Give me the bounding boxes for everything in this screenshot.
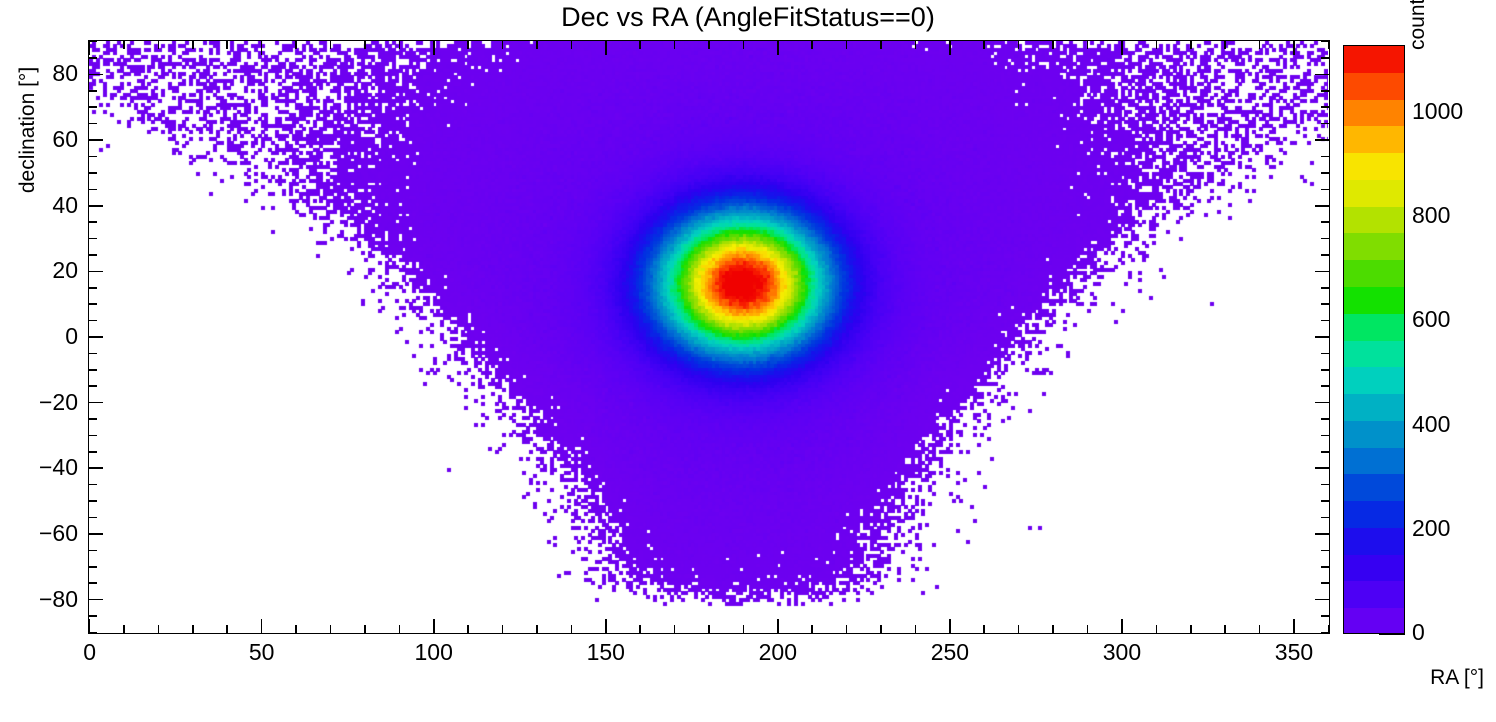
x-axis-label: 150 (586, 639, 625, 665)
histogram-frame[interactable] (88, 40, 1330, 634)
y-axis-label: −40 (38, 454, 78, 481)
colorbar-band (1344, 206, 1404, 235)
page-title: Dec vs RA (AngleFitStatus==0) (561, 2, 935, 32)
colorbar-title: count (1406, 0, 1429, 50)
colorbar-band (1344, 233, 1404, 261)
x-axis-label: 200 (758, 639, 797, 665)
colorbar-band (1344, 260, 1404, 288)
colorbar-band (1344, 46, 1404, 74)
x-axis-label: 0 (83, 639, 96, 665)
x-axis-title: RA [°] (1430, 666, 1484, 689)
x-axis-label: 100 (414, 639, 453, 665)
colorbar-label: 800 (1412, 202, 1451, 228)
colorbar-band (1344, 474, 1404, 502)
colorbar-band (1344, 72, 1404, 101)
y-axis-label: 20 (52, 257, 78, 284)
x-axis-label: 350 (1274, 639, 1314, 665)
y-axis-label: −80 (38, 585, 78, 612)
colorbar-label: 600 (1412, 306, 1451, 333)
y-axis-label: −60 (38, 519, 78, 546)
y-axis-title: declination [°] (16, 66, 39, 194)
colorbar-band (1344, 554, 1404, 583)
colorbar-label: 0 (1412, 619, 1425, 645)
colorbar-label: 200 (1412, 514, 1451, 541)
colorbar-band (1344, 313, 1404, 342)
colorbar-band (1344, 179, 1404, 208)
colorbar-label: 1000 (1412, 97, 1464, 124)
colorbar-band (1344, 286, 1404, 315)
colorbar-label: 400 (1412, 410, 1451, 437)
colorbar-band (1344, 420, 1404, 449)
colorbar[interactable] (1343, 45, 1405, 634)
colorbar-band (1344, 501, 1404, 529)
colorbar-band (1344, 527, 1404, 556)
colorbar-band (1344, 126, 1404, 154)
y-axis-label: 0 (65, 323, 78, 349)
y-axis-label: −20 (38, 388, 78, 415)
colorbar-band (1344, 153, 1404, 181)
colorbar-band (1344, 394, 1404, 422)
colorbar-band (1344, 608, 1404, 633)
histogram-bins (89, 41, 1328, 632)
colorbar-band (1344, 367, 1404, 395)
colorbar-band (1344, 581, 1404, 609)
colorbar-band (1344, 99, 1404, 127)
colorbar-band (1344, 340, 1404, 368)
x-axis-label: 300 (1102, 639, 1142, 665)
x-axis-label: 50 (248, 639, 275, 665)
x-axis-label: 250 (930, 639, 970, 665)
colorbar-band (1344, 447, 1404, 476)
